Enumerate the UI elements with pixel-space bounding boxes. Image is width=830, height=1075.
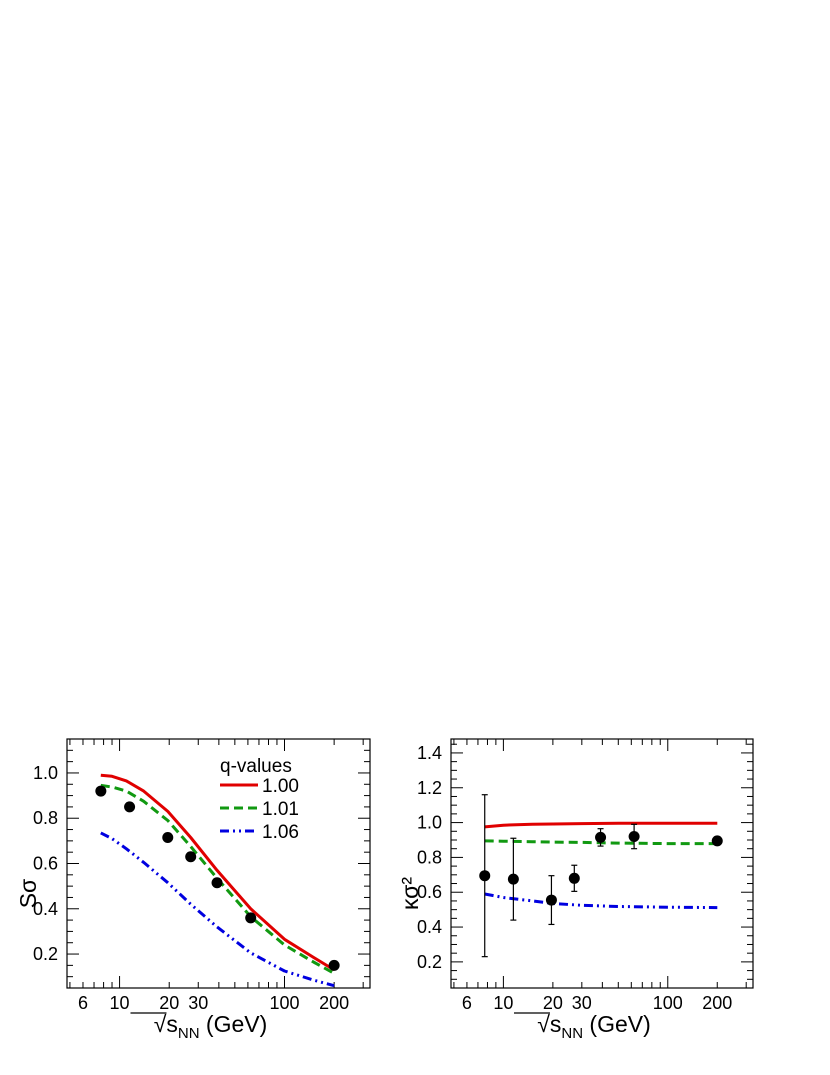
data-point [162, 831, 174, 843]
panel-kurtosis: 6 10 20 30 100 200 0.2 0.4 0.6 0.8 1.0 1.2 1.4 √sNN (… [397, 738, 754, 1042]
data-point [95, 785, 107, 797]
legend-label: 1.00 [262, 776, 299, 797]
x-tick-label: 100 [653, 993, 683, 1013]
y-tick-label: 1.4 [417, 743, 442, 763]
data-point [568, 872, 580, 884]
x-tick-label: 6 [78, 993, 88, 1013]
x-tick-label: 20 [543, 993, 563, 1013]
data-point [124, 801, 136, 813]
x-tick-label: 20 [159, 993, 179, 1013]
x-tick-label: 10 [493, 993, 513, 1013]
y-axis-title: κσ² [397, 877, 423, 910]
x-tick-label: 200 [702, 993, 732, 1013]
panel-skewness: 6 10 20 30 100 200 0.2 0.4 0.6 0.8 1.0 √sNN (GeV) Sσ… [15, 738, 371, 1042]
series-line-1.00 [484, 821, 718, 829]
x-axis-title: √sNN (GeV) [537, 1011, 651, 1042]
legend-label: 1.01 [262, 799, 299, 820]
x-tick-label: 200 [319, 993, 349, 1013]
series-line-1.06 [100, 831, 335, 988]
x-tick-label: 10 [110, 993, 130, 1013]
data-point [211, 877, 223, 889]
y-tick-label: 1.0 [417, 813, 442, 833]
x-tick-label: 100 [269, 993, 299, 1013]
data-point [328, 959, 340, 971]
y-tick-label: 1.0 [33, 763, 58, 783]
y-tick-label: 0.4 [417, 917, 442, 937]
y-tick-label: 0.8 [33, 808, 58, 828]
y-tick-label: 1.2 [417, 778, 442, 798]
y-tick-label: 0.4 [33, 899, 58, 919]
x-tick-label: 30 [188, 993, 208, 1013]
series-line-1.06 [484, 892, 718, 910]
series-line-1.01 [484, 839, 718, 846]
data-point [245, 912, 257, 924]
data-point [595, 831, 607, 843]
plot-frame [450, 738, 754, 989]
data-point [507, 873, 519, 885]
data-point [628, 831, 640, 843]
data-point [711, 835, 723, 847]
series-line-1.00 [100, 773, 335, 972]
x-axis-title: √sNN (GeV) [154, 1011, 268, 1042]
y-axis-title: Sσ [15, 879, 41, 909]
y-tick-label: 0.2 [417, 952, 442, 972]
legend-title: q-values [220, 756, 292, 777]
y-tick-label: 0.6 [417, 882, 442, 902]
x-tick-label: 30 [572, 993, 592, 1013]
y-tick-label: 0.6 [33, 854, 58, 874]
data-point [479, 870, 491, 882]
y-tick-label: 0.8 [417, 847, 442, 867]
data-point [545, 894, 557, 906]
legend-label: 1.06 [262, 822, 299, 843]
data-point [185, 851, 197, 863]
y-tick-label: 0.2 [33, 944, 58, 964]
series-line-1.01 [100, 783, 335, 975]
x-tick-label: 6 [462, 993, 472, 1013]
